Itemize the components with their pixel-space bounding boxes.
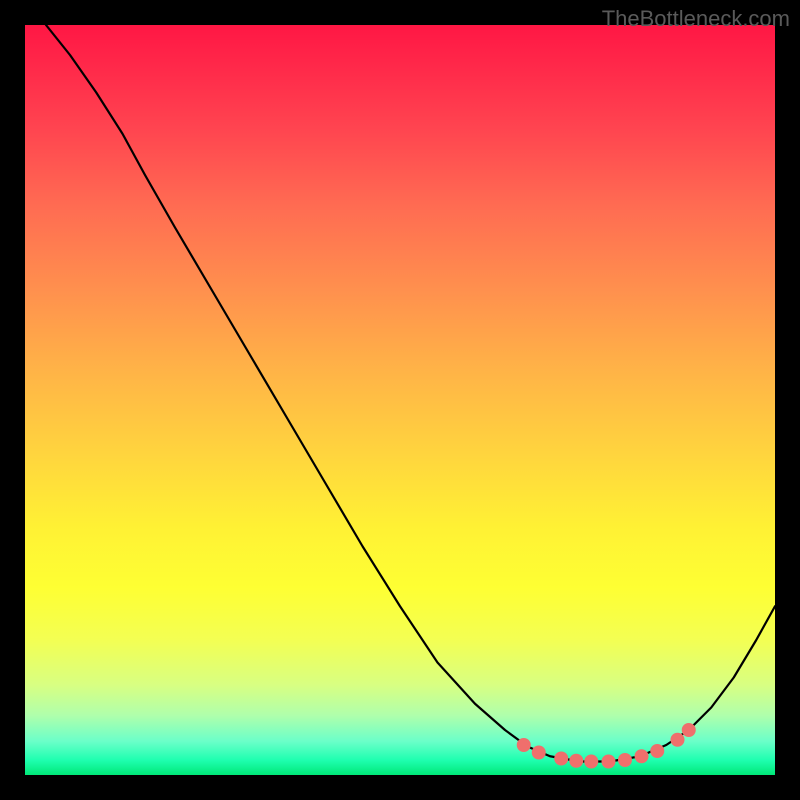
gradient-background [25,25,775,775]
watermark-text: TheBottleneck.com [602,6,790,32]
chart-plot-area [25,25,775,775]
